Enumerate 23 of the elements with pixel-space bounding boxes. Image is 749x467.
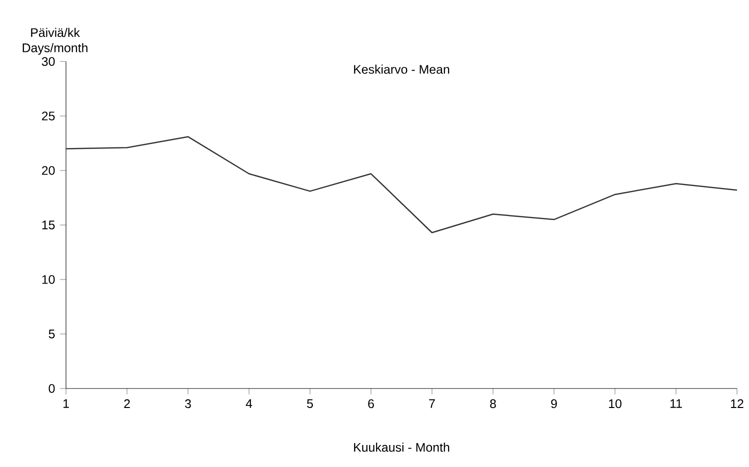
y-tick-label: 5 (48, 330, 55, 338)
y-tick-label: 25 (42, 112, 55, 120)
x-tick-label: 8 (490, 399, 496, 408)
x-tick-label: 1 (63, 399, 69, 408)
chart-title: Keskiarvo - Mean (354, 64, 450, 74)
y-tick-label: 15 (42, 220, 55, 230)
y-tick-label: 20 (42, 166, 55, 175)
x-tick-label: 10 (609, 399, 622, 408)
x-tick-label: 7 (429, 399, 435, 408)
x-axis-title: Kuukausi - Month (354, 442, 450, 452)
x-tick-label: 12 (731, 399, 744, 408)
x-tick-label: 2 (124, 399, 130, 408)
y-tick-label: 30 (42, 57, 55, 66)
x-tick-label: 9 (551, 399, 557, 408)
line-series (65, 136, 738, 234)
x-tick-label: 5 (307, 399, 313, 408)
x-tick-label: 3 (185, 399, 191, 408)
x-tick-label: 4 (246, 399, 252, 408)
y-tick-label: 10 (42, 275, 55, 284)
y-tick-label: 0 (48, 384, 55, 393)
x-tick-label: 6 (368, 399, 374, 408)
y-axis-title: Päiviä/kk Days/month (22, 28, 88, 55)
x-tick-label: 11 (670, 399, 682, 408)
